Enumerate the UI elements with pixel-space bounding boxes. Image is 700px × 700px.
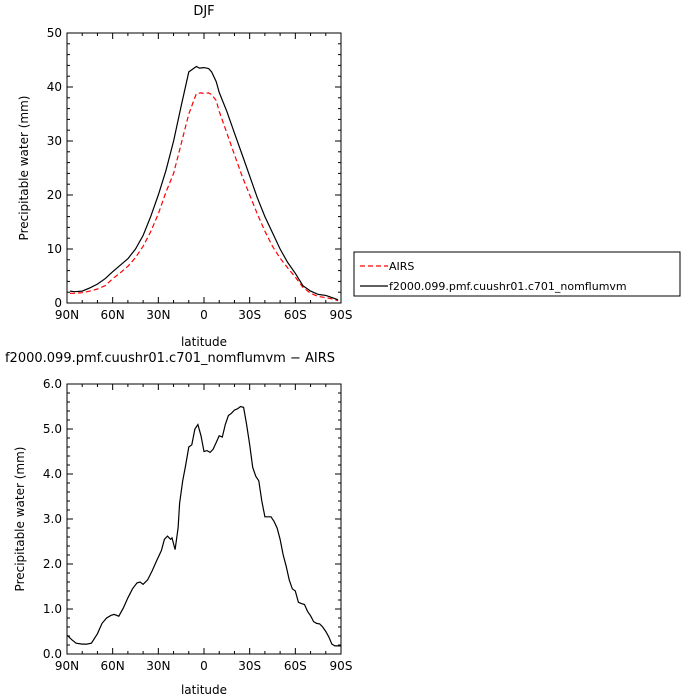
top-x-tick-label: 90N (55, 308, 79, 322)
bottom-series-line-1 (66, 405, 341, 647)
bottom-y-tick-label: 0.0 (43, 647, 62, 661)
top-y-tick-label: 20 (47, 188, 62, 202)
top-ticks: 90N 60N 30N 0 30S 60S 90S 0 10 20 30 40 50 (47, 26, 353, 322)
legend-box (353, 251, 681, 297)
top-x-tick-label: 60S (284, 308, 307, 322)
bottom-ticks: 90N 60N 30N 0 30S 60S 90S 0.0 1.0 2.0 3.0 4.0 5.0 6.0 (43, 377, 353, 673)
top-series-line-2 (69, 65, 339, 301)
bottom-y-axis-label: Precipitable water (mm) (13, 447, 27, 592)
legend-label-airs: AIRS (389, 260, 414, 273)
bottom-series-group (66, 405, 341, 647)
bottom-x-axis-label: latitude (181, 683, 227, 697)
top-x-axis-label: latitude (181, 335, 227, 349)
bottom-chart-title: f2000.099.pmf.cuushr01.c701_nomflumvm − … (5, 351, 335, 366)
top-x-tick-label: 90S (330, 308, 353, 322)
top-y-tick-label: 10 (47, 242, 62, 256)
bottom-x-tick-label: 30N (146, 659, 170, 673)
top-x-tick-label: 0 (200, 308, 208, 322)
bottom-x-tick-label: 30S (238, 659, 261, 673)
bottom-y-tick-label: 1.0 (43, 602, 62, 616)
top-y-axis-label: Precipitable water (mm) (17, 96, 31, 241)
bottom-y-tick-label: 4.0 (43, 467, 62, 481)
top-y-tick-label: 40 (47, 80, 62, 94)
top-x-tick-label: 30S (238, 308, 261, 322)
legend-label-model: f2000.099.pmf.cuushr01.c701_nomflumvm (389, 280, 627, 293)
bottom-y-tick-label: 6.0 (43, 377, 62, 391)
top-series-group (69, 65, 339, 302)
legend: AIRS f2000.099.pmf.cuushr01.c701_nomflum… (353, 251, 681, 297)
top-x-tick-label: 60N (101, 308, 125, 322)
top-series-line-1 (70, 92, 339, 302)
bottom-x-tick-label: 60N (101, 659, 125, 673)
top-plot-frame (66, 32, 342, 304)
bottom-y-tick-label: 3.0 (43, 512, 62, 526)
bottom-y-tick-label: 5.0 (43, 422, 62, 436)
top-x-tick-label: 30N (146, 308, 170, 322)
top-chart-title: DJF (193, 4, 214, 19)
bottom-plot-frame (66, 383, 342, 655)
bottom-x-tick-label: 60S (284, 659, 307, 673)
top-panel: DJF 90N 60N 30N 0 30S 60S 90S 0 10 20 30 40 50 latit… (17, 4, 352, 349)
top-y-tick-label: 30 (47, 134, 62, 148)
bottom-x-tick-label: 0 (200, 659, 208, 673)
top-y-tick-label: 0 (54, 296, 62, 310)
bottom-y-tick-label: 2.0 (43, 557, 62, 571)
bottom-x-tick-label: 90N (55, 659, 79, 673)
bottom-x-tick-label: 90S (330, 659, 353, 673)
bottom-panel: f2000.099.pmf.cuushr01.c701_nomflumvm − … (5, 351, 352, 697)
top-y-tick-label: 50 (47, 26, 62, 40)
